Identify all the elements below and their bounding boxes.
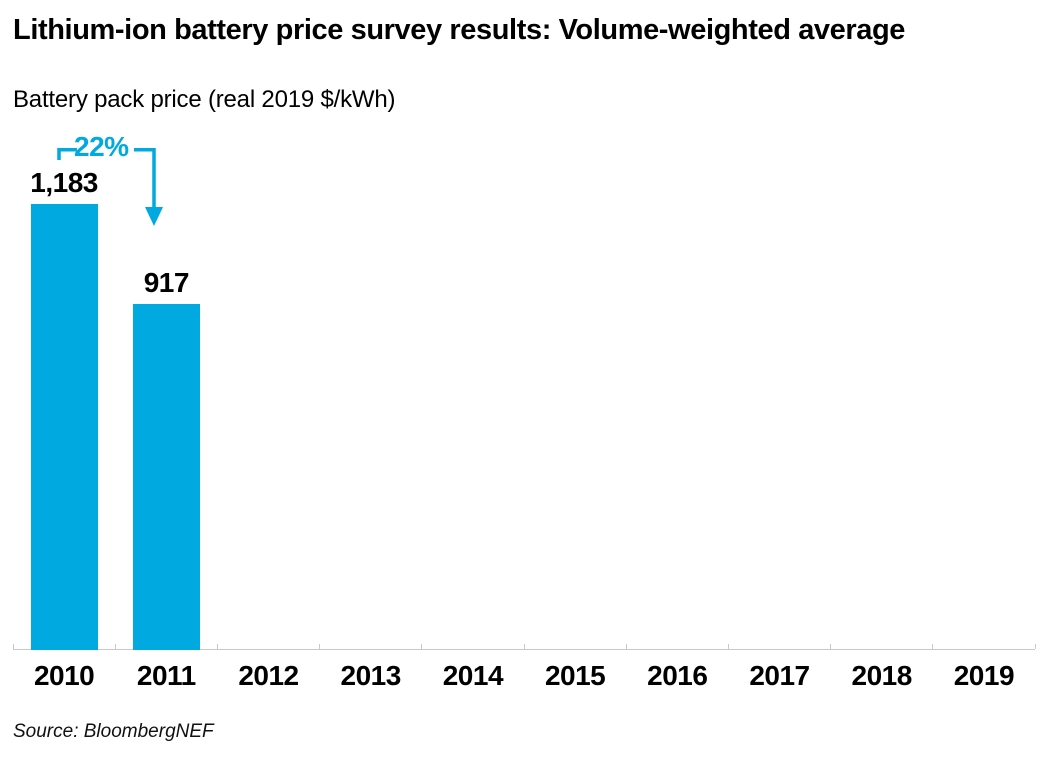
value-label-2011: 917 [143,267,190,298]
x-axis-tick [216,644,218,649]
x-axis-label-2016: 2016 [647,660,708,691]
x-axis-label-2011: 2011 [136,660,196,691]
source-note: Source: BloombergNEF [13,721,214,742]
x-axis-tick [421,644,423,649]
x-axis-label-2017: 2017 [749,660,810,691]
chart-subtitle: Battery pack price (real 2019 $/kWh) [13,86,396,113]
x-axis-tick [319,644,321,649]
chart-title: Lithium-ion battery price survey results… [13,14,906,46]
x-axis-label-2010: 2010 [33,660,95,691]
x-axis-tick [523,644,525,649]
x-axis-tick [830,644,832,649]
x-axis-label-2014: 2014 [442,660,504,691]
x-axis-label-2013: 2013 [340,660,402,691]
x-axis-label-2015: 2015 [544,660,606,691]
x-axis-tick [625,644,627,649]
x-axis-tick [1034,644,1036,649]
percent-change-label: 22% [74,131,129,162]
x-axis-tick [932,644,934,649]
x-axis-tick [727,644,729,649]
x-axis-label-2012: 2012 [238,660,299,691]
x-axis-label-2018: 2018 [851,660,913,691]
x-axis-label-2019: 2019 [953,660,1015,691]
bar-2011 [132,304,200,650]
value-label-2010: 1,183 [30,167,98,198]
x-axis-tick [12,644,14,649]
bar-2010 [30,204,98,650]
x-axis-tick [114,644,116,649]
x-axis-line [13,649,1035,650]
